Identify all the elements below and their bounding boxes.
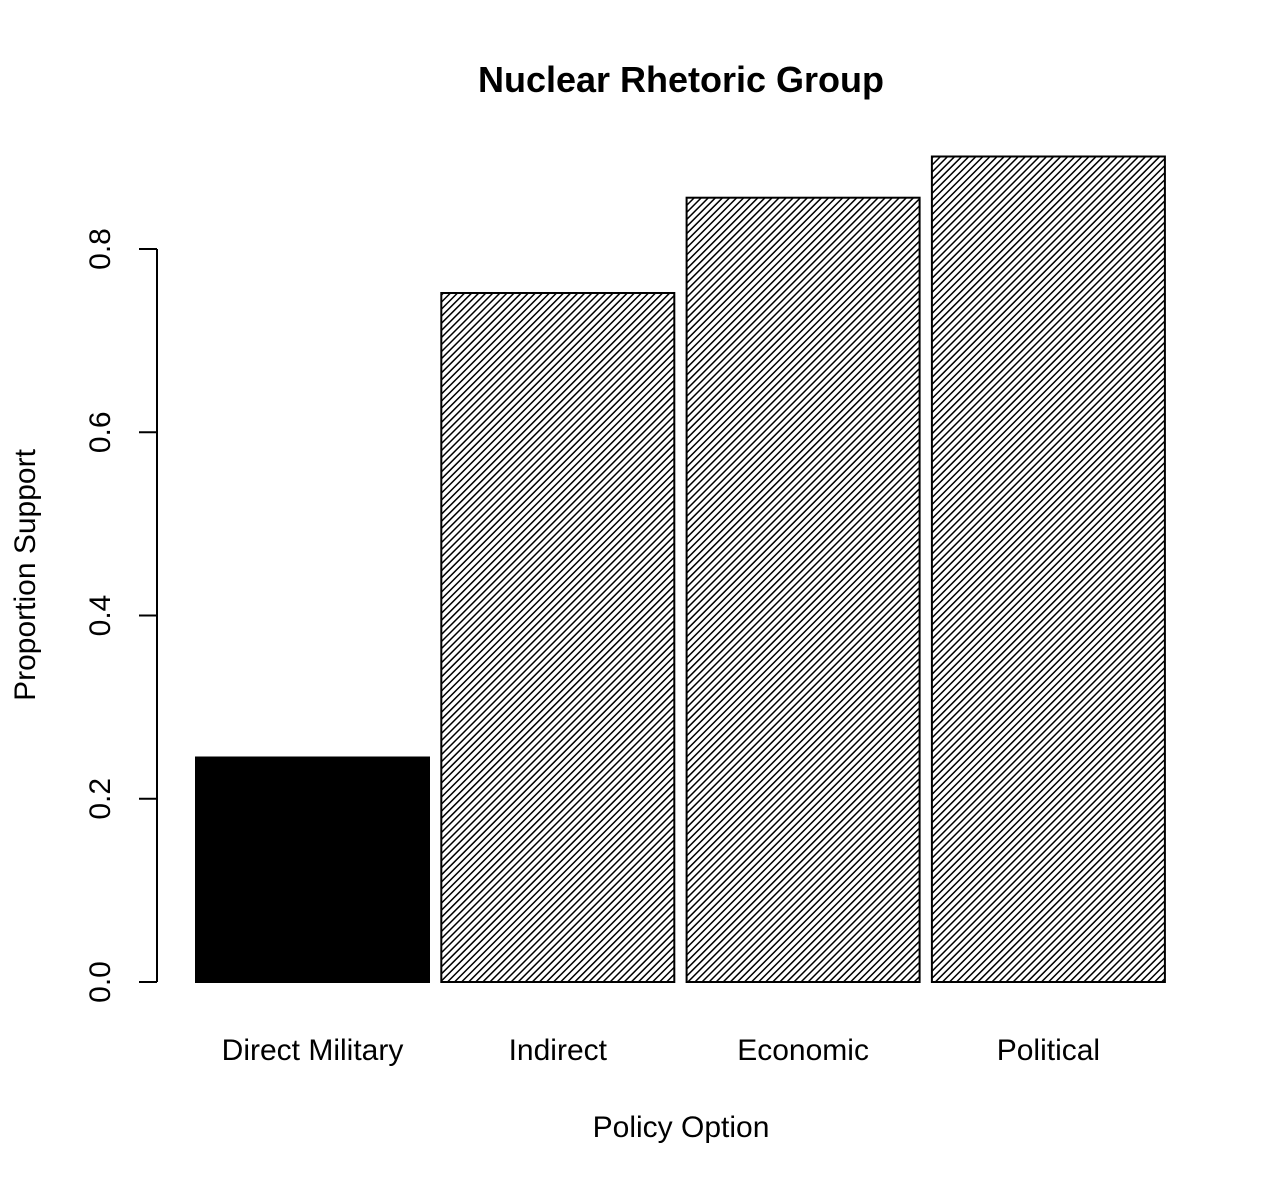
bar-direct-military xyxy=(195,756,430,983)
bar-economic xyxy=(685,196,921,983)
category-label: Indirect xyxy=(509,1034,608,1067)
y-tick-label: 0.6 xyxy=(84,411,117,453)
category-label: Economic xyxy=(737,1034,869,1067)
y-axis: 0.0 0.2 0.4 0.6 0.8 xyxy=(84,228,158,1003)
category-label: Political xyxy=(997,1034,1100,1067)
bar-indirect xyxy=(440,292,676,983)
x-axis-label: Policy Option xyxy=(593,1111,770,1144)
bars-group xyxy=(195,155,1166,983)
category-label: Direct Military xyxy=(222,1034,404,1067)
bar-political xyxy=(930,155,1166,983)
y-axis-label: Proportion Support xyxy=(9,448,42,700)
y-tick-label: 0.2 xyxy=(84,778,117,820)
y-tick-label: 0.0 xyxy=(84,961,117,1003)
y-tick-label: 0.4 xyxy=(84,595,117,637)
y-tick-label: 0.8 xyxy=(84,228,117,270)
chart-title: Nuclear Rhetoric Group xyxy=(478,59,884,100)
category-labels: Direct Military Indirect Economic Political xyxy=(222,1034,1100,1067)
